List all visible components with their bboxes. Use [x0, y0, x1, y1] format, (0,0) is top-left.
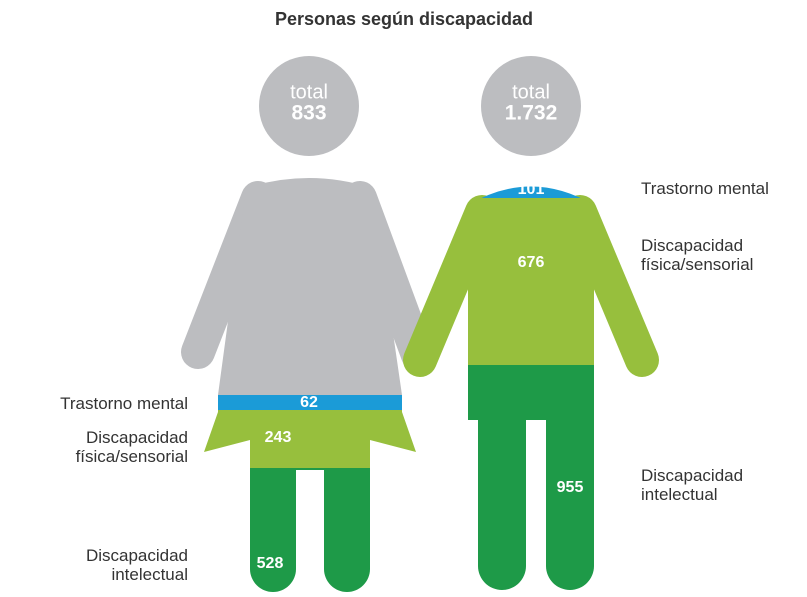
total-caption: total — [290, 81, 328, 103]
segment-name: Discapacidad intelectual — [641, 466, 744, 504]
head — [259, 56, 359, 156]
total-caption: total — [512, 81, 550, 103]
segment — [468, 198, 594, 365]
segment-name: Trastorno mental — [60, 394, 188, 413]
segment — [468, 186, 594, 198]
body — [468, 186, 594, 590]
segment-value: 955 — [557, 479, 584, 496]
segment — [204, 395, 416, 410]
segment-value: 101 — [518, 181, 545, 198]
segment-value: 62 — [300, 394, 318, 411]
segment-value: 528 — [257, 555, 284, 572]
head — [481, 56, 581, 156]
segment-name: Discapacidad física/sensorial — [641, 236, 754, 274]
segment-value: 676 — [518, 254, 545, 271]
total-value: 833 — [291, 102, 326, 125]
segment-name: Trastorno mental — [641, 179, 769, 198]
segment-value: 243 — [265, 429, 292, 446]
total-value: 1.732 — [505, 102, 558, 125]
segment-name: Discapacidad física/sensorial — [75, 428, 188, 466]
segment-name: Discapacidad intelectual — [85, 546, 188, 584]
body — [204, 178, 416, 592]
chart-title: Personas según discapacidad — [275, 9, 533, 29]
